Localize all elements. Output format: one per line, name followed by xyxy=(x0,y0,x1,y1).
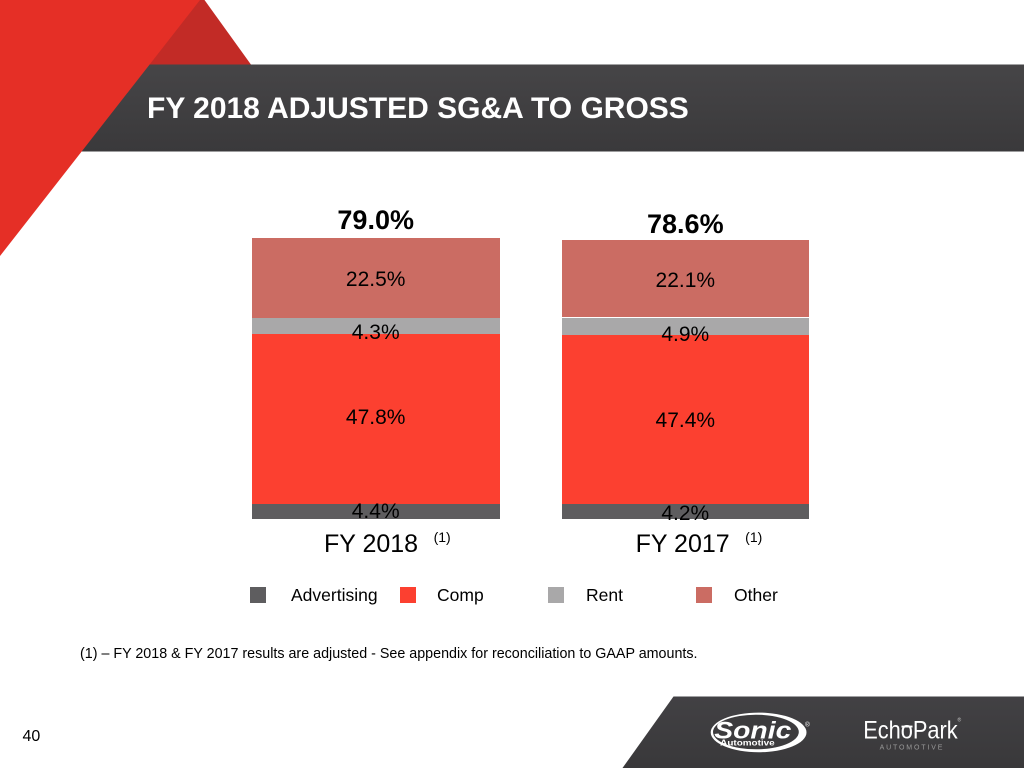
svg-text:®: ® xyxy=(958,717,962,724)
svg-text:AUTOMOTIVE: AUTOMOTIVE xyxy=(880,745,945,752)
svg-text:®: ® xyxy=(805,721,810,729)
svg-text:Automotive: Automotive xyxy=(720,738,775,748)
svg-text:EchoPark: EchoPark xyxy=(863,716,958,744)
svg-text:Sonic: Sonic xyxy=(714,717,791,744)
